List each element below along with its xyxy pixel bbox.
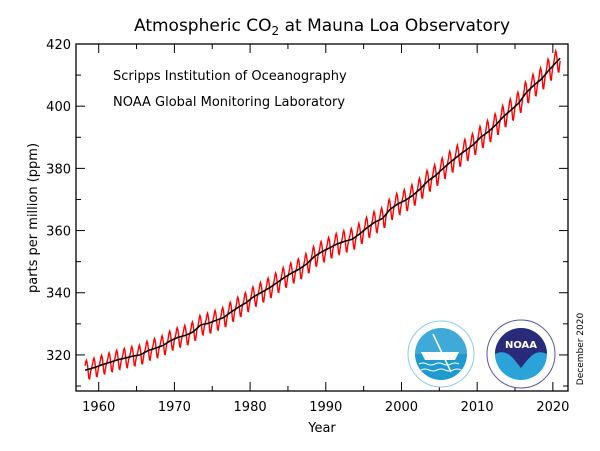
annotation-noaa: NOAA Global Monitoring Laboratory (113, 95, 345, 110)
x-tick-label: 2010 (461, 400, 494, 415)
x-tick-label: 1990 (309, 400, 342, 415)
y-tick-label: 320 (46, 349, 71, 364)
x-tick-label: 1970 (158, 400, 191, 415)
y-axis-label: parts per million (ppm) (26, 143, 41, 293)
y-tick-label: 380 (46, 162, 71, 177)
x-axis-label: Year (307, 421, 336, 436)
y-tick-label: 360 (46, 225, 71, 240)
plot-frame (75, 43, 569, 392)
y-tick-label: 420 (46, 38, 71, 53)
y-tick-label: 400 (46, 100, 71, 115)
plot-lines (84, 48, 561, 381)
x-tick-label: 2020 (536, 400, 569, 415)
axis-ticks: 1960 1970 1980 1990 2000 2010 2020 320 340 360 380… (46, 38, 569, 415)
annotation-scripps: Scripps Institution of Oceanography (113, 69, 347, 84)
scripps-logo (407, 320, 475, 388)
x-tick-label: 2000 (385, 400, 418, 415)
x-tick-label: 1980 (234, 400, 267, 415)
date-note: December 2020 (576, 313, 586, 386)
noaa-logo-text: NOAA (505, 340, 537, 351)
noaa-logo: NOAA (486, 319, 556, 389)
y-tick-label: 340 (46, 287, 71, 302)
chart-title: Atmospheric CO2 at Mauna Loa Observatory (134, 16, 510, 38)
x-tick-label: 1960 (82, 400, 115, 415)
trend-co2-line (84, 57, 561, 371)
